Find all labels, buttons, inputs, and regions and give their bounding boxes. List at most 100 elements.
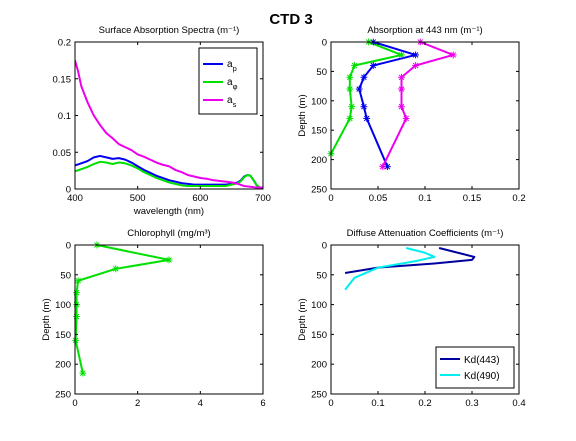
- y-tick-label: 0: [322, 241, 327, 252]
- data-point-marker: [379, 163, 387, 171]
- x-tick-label: 0.15: [463, 193, 482, 204]
- data-point-marker: [398, 85, 405, 93]
- panel-title: Diffuse Attenuation Coefficients (m⁻¹): [347, 228, 504, 239]
- y-tick-label: 0: [322, 38, 327, 49]
- x-tick-label: 4: [198, 398, 203, 409]
- y-axis-label: Depth (m): [297, 94, 308, 136]
- y-tick-label: 200: [311, 155, 327, 166]
- data-point-marker: [351, 62, 358, 69]
- data-point-marker: [73, 289, 80, 297]
- legend-entry: Kd(443): [464, 355, 500, 366]
- series-group: [344, 247, 476, 291]
- series-line: [344, 247, 436, 291]
- data-point-marker: [402, 115, 410, 122]
- y-axis-label: Depth (m): [297, 298, 308, 340]
- y-tick-label: 0.05: [53, 148, 72, 159]
- y-tick-label: 150: [311, 330, 327, 341]
- data-point-marker: [360, 73, 368, 81]
- data-point-marker: [348, 103, 356, 111]
- x-tick-label: 0.3: [465, 398, 478, 409]
- data-point-marker: [355, 85, 363, 93]
- series-line: [75, 60, 263, 189]
- data-point-marker: [398, 73, 405, 81]
- data-point-marker: [112, 265, 120, 273]
- x-tick-label: 0: [328, 193, 333, 204]
- panel-title: Chlorophyll (mg/m³): [127, 228, 210, 239]
- y-tick-label: 250: [311, 390, 327, 401]
- data-point-marker: [72, 336, 80, 344]
- data-point-marker: [360, 103, 368, 111]
- x-tick-label: 400: [67, 193, 83, 204]
- x-tick-label: 0.4: [512, 398, 525, 409]
- data-point-marker: [369, 62, 377, 69]
- legend-entry: ap: [227, 59, 237, 73]
- series-line: [381, 41, 455, 168]
- x-tick-label: 0.2: [418, 398, 431, 409]
- data-point-marker: [398, 51, 405, 59]
- x-tick-label: 0.1: [418, 193, 431, 204]
- data-point-marker: [363, 115, 371, 122]
- y-tick-label: 0.2: [58, 38, 71, 49]
- y-tick-label: 100: [55, 300, 71, 311]
- y-axis-label: Depth (m): [41, 298, 52, 340]
- panel-title: Surface Absorption Spectra (m⁻¹): [99, 25, 240, 36]
- data-point-marker: [74, 277, 82, 285]
- panel-title: Absorption at 443 nm (m⁻¹): [367, 25, 482, 36]
- y-tick-label: 0: [66, 241, 71, 252]
- data-point-marker: [412, 51, 419, 59]
- legend-box: [435, 346, 515, 389]
- legend-entry: aφ: [227, 77, 238, 91]
- y-tick-label: 100: [311, 300, 327, 311]
- x-tick-label: 0: [328, 398, 333, 409]
- x-tick-label: 700: [255, 193, 271, 204]
- y-tick-label: 0: [66, 185, 71, 196]
- legend: ap aφ as: [198, 47, 258, 115]
- series-group: [75, 60, 264, 190]
- y-tick-label: 200: [55, 360, 71, 371]
- data-point-marker: [346, 115, 354, 122]
- attenuation-panel: 0 0.1 0.2 0.3 0.4 0 50 100 150 200 250 Diffuse Atte…: [297, 228, 526, 409]
- data-point-marker: [449, 51, 457, 59]
- data-point-marker: [412, 62, 419, 69]
- y-tick-label: 250: [55, 390, 71, 401]
- data-point-marker: [346, 73, 354, 81]
- y-tick-label: 50: [316, 270, 327, 281]
- data-point-marker: [384, 163, 391, 171]
- legend-entry: as: [227, 95, 237, 109]
- y-tick-label: 0.15: [53, 74, 72, 85]
- y-tick-label: 200: [311, 360, 327, 371]
- data-point-marker: [165, 256, 173, 264]
- y-tick-label: 150: [55, 330, 71, 341]
- axes-box: [74, 244, 264, 395]
- plot-area: [75, 245, 263, 394]
- y-tick-label: 150: [311, 126, 327, 137]
- x-tick-label: 6: [260, 398, 265, 409]
- data-point-marker: [398, 103, 405, 111]
- x-tick-label: 0.1: [371, 398, 384, 409]
- x-axis-label: wavelength (nm): [133, 206, 204, 217]
- series-line: [75, 160, 264, 190]
- y-tick-label: 250: [311, 185, 327, 196]
- x-tick-label: 500: [130, 193, 146, 204]
- legend: Kd(443) Kd(490): [435, 346, 515, 389]
- data-point-marker: [346, 85, 354, 93]
- x-tick-label: 2: [135, 398, 140, 409]
- legend-entry: Kd(490): [464, 371, 500, 382]
- absorption-443-panel: 0 0.05 0.1 0.15 0.2 0 50 100 150 200 250 Absorption…: [297, 25, 526, 204]
- y-tick-label: 50: [60, 270, 71, 281]
- x-tick-label: 600: [192, 193, 208, 204]
- chlorophyll-panel: 0 2 4 6 0 50 100 150 200 250 Chlorophyll (mg/m³) De…: [41, 228, 266, 409]
- x-tick-label: 0: [72, 398, 77, 409]
- x-tick-label: 0.05: [369, 193, 388, 204]
- surface-absorption-panel: 400 500 600 700 0 0.05 0.1 0.15 0.2 Surface Absor…: [53, 25, 271, 217]
- figure-title: CTD 3: [269, 11, 312, 28]
- data-point-marker: [73, 313, 80, 320]
- data-point-marker: [79, 369, 87, 377]
- y-tick-label: 50: [316, 67, 327, 78]
- x-tick-label: 0.2: [512, 193, 525, 204]
- plot-area: [331, 42, 519, 189]
- y-tick-label: 0.1: [58, 111, 71, 122]
- y-tick-label: 100: [311, 96, 327, 107]
